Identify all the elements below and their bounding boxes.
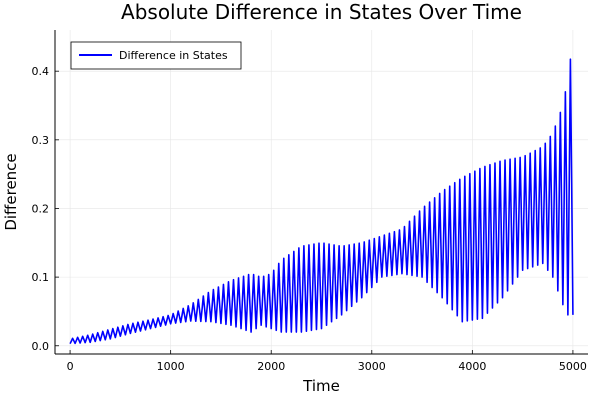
axes — [54, 30, 588, 355]
y-tick-label: 0.1 — [32, 271, 50, 284]
y-axis-title: Difference — [2, 153, 20, 230]
x-axis-title: Time — [302, 377, 340, 395]
legend-box — [70, 41, 242, 70]
series-layer — [69, 58, 574, 345]
x-tick-label: 5000 — [559, 360, 587, 373]
series-line-difference-in-states — [69, 58, 574, 345]
chart-title: Absolute Difference in States Over Time — [121, 0, 522, 24]
x-tick-label: 0 — [67, 360, 74, 373]
ticks: 0 1000 2000 3000 4000 5000 0.0 0.1 0.2 0.3 0.4 — [32, 65, 587, 373]
y-tick-label: 0.3 — [32, 134, 50, 147]
legend: Difference in States — [70, 41, 242, 70]
y-tick-label: 0.0 — [32, 340, 50, 353]
legend-label: Difference in States — [119, 49, 228, 62]
y-tick-label: 0.2 — [32, 202, 50, 215]
x-tick-label: 3000 — [358, 360, 386, 373]
x-tick-label: 1000 — [157, 360, 185, 373]
y-tick-label: 0.4 — [32, 65, 50, 78]
x-tick-label: 2000 — [257, 360, 285, 373]
x-tick-label: 4000 — [458, 360, 486, 373]
